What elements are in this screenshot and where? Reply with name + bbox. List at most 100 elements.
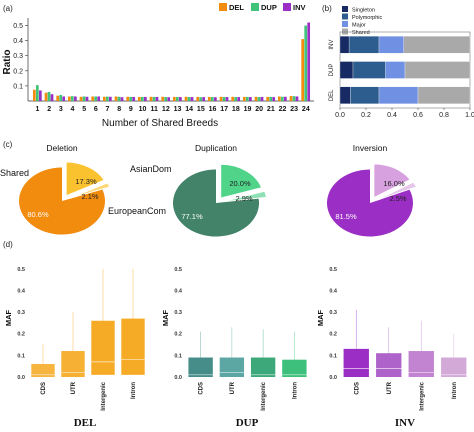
bar-dup	[71, 96, 74, 101]
bar-dup	[269, 96, 273, 101]
panel-label-b: (b)	[322, 4, 332, 13]
bar-inv	[214, 97, 217, 101]
panel-a-shared-breeds-chart: 0.10.20.30.40.51 2 3 4 5 6 7 8 9 10 11 12 13 14 15 16 17…	[2, 3, 314, 129]
bar-del	[184, 96, 188, 101]
x-tick-label: 0.8	[439, 112, 449, 119]
legend-label-singleton: Singleton	[352, 8, 375, 14]
bar-inv	[260, 96, 264, 101]
x-tick-label: CDS	[199, 382, 205, 395]
legend-swatch-dup	[251, 3, 259, 11]
stacked-bar-major	[378, 86, 419, 104]
bar-del	[138, 96, 141, 101]
pie-chart-0	[19, 161, 111, 235]
pie-value-label: 2.1%	[81, 192, 98, 201]
y-axis-title: Ratio	[2, 50, 13, 75]
category-label: INV	[329, 40, 335, 50]
box-body	[91, 320, 115, 375]
stacked-bar-singleton	[339, 36, 350, 54]
bar-inv	[284, 96, 287, 101]
legend-label-polymorphic: Polymorphic	[352, 15, 383, 21]
x-tick-label: 21	[267, 106, 275, 113]
bar-del	[68, 96, 71, 101]
bar-dup	[152, 96, 156, 101]
box-body	[31, 364, 55, 377]
bar-inv	[295, 96, 299, 101]
legend-label-shared: Shared	[352, 30, 370, 36]
y-tick-label: 0.0	[17, 375, 25, 381]
x-tick-label: Intergenic	[261, 381, 267, 410]
x-tick-label: 24	[302, 106, 310, 113]
x-tick-label: 0.6	[413, 112, 423, 119]
bar-del	[114, 96, 118, 101]
x-tick-label: 5	[82, 106, 86, 113]
y-tick-label: 0.5	[329, 267, 337, 273]
x-tick-label: 4	[71, 106, 75, 113]
bar-inv	[167, 97, 171, 101]
y-tick-label: 0.3	[17, 310, 25, 316]
bar-del	[231, 96, 235, 101]
panel-label-d: (d)	[3, 240, 13, 249]
panel-d-title: INV	[395, 417, 415, 429]
legend-swatch-singleton	[342, 6, 348, 12]
pie-slice-major	[19, 167, 106, 235]
pie-title: Inversion	[353, 143, 388, 153]
y-tick-label: 0.1	[329, 353, 337, 359]
box-body	[121, 318, 145, 375]
bar-del	[219, 96, 223, 101]
y-tick-label: 0.1	[13, 83, 23, 90]
legend-swatch-major	[342, 21, 348, 27]
bar-inv	[120, 97, 124, 101]
bar-inv	[307, 22, 311, 101]
y-tick-label: 0.0	[329, 375, 337, 381]
bar-inv	[97, 96, 101, 101]
bar-inv	[155, 96, 159, 101]
bar-inv	[39, 90, 42, 101]
pie-slice-smallest	[69, 182, 111, 199]
legend-swatch-shared	[342, 28, 348, 35]
y-tick-label: 0.4	[174, 288, 183, 294]
legend-label-del: DEL	[229, 3, 244, 12]
x-tick-label: UTR	[230, 381, 236, 394]
x-tick-label: 2	[47, 106, 51, 113]
bar-dup	[211, 97, 214, 101]
bar-dup	[129, 96, 133, 101]
x-tick-label: 18	[232, 106, 240, 113]
stacked-bar-polymorphic	[348, 36, 380, 54]
bar-dup	[94, 96, 98, 101]
x-tick-label: 13	[174, 106, 182, 113]
x-tick-label: 0.2	[361, 112, 371, 119]
y-tick-label: 0.5	[13, 23, 23, 30]
x-tick-label: Intergenic	[419, 381, 425, 410]
bar-del	[243, 96, 246, 101]
pie-slice-smallest	[376, 181, 418, 201]
stacked-bar-singleton	[339, 86, 351, 104]
stacked-bar-polymorphic	[352, 61, 386, 79]
x-tick-label: 1.0	[465, 112, 474, 119]
panel-label-a: (a)	[3, 4, 13, 13]
pie-value-label: 80.6%	[27, 210, 49, 219]
bar-dup	[281, 96, 284, 101]
x-tick-label: 8	[117, 106, 121, 113]
box-body	[441, 357, 467, 377]
x-tick-label: 0.0	[335, 112, 345, 119]
y-axis-title: MAF	[4, 309, 13, 326]
legend-label-inv: INV	[293, 3, 306, 12]
box-body	[219, 357, 245, 377]
box-body	[250, 357, 276, 377]
bar-inv	[144, 96, 147, 101]
x-tick-label: 22	[279, 106, 287, 113]
bar-inv	[249, 97, 252, 101]
stacked-bar-shared	[404, 61, 471, 79]
bar-del	[103, 96, 106, 101]
box-body	[188, 357, 213, 377]
y-tick-label: 0.1	[17, 353, 25, 359]
category-label: DEL	[329, 89, 335, 101]
y-tick-label: 0.5	[174, 267, 182, 273]
bar-inv	[237, 97, 241, 101]
bar-dup	[47, 91, 51, 101]
stacked-bar-singleton	[339, 61, 354, 79]
x-tick-label: 11	[150, 106, 158, 113]
y-tick-label: 0.2	[174, 332, 182, 338]
pie-value-label: 2.5%	[389, 194, 406, 203]
